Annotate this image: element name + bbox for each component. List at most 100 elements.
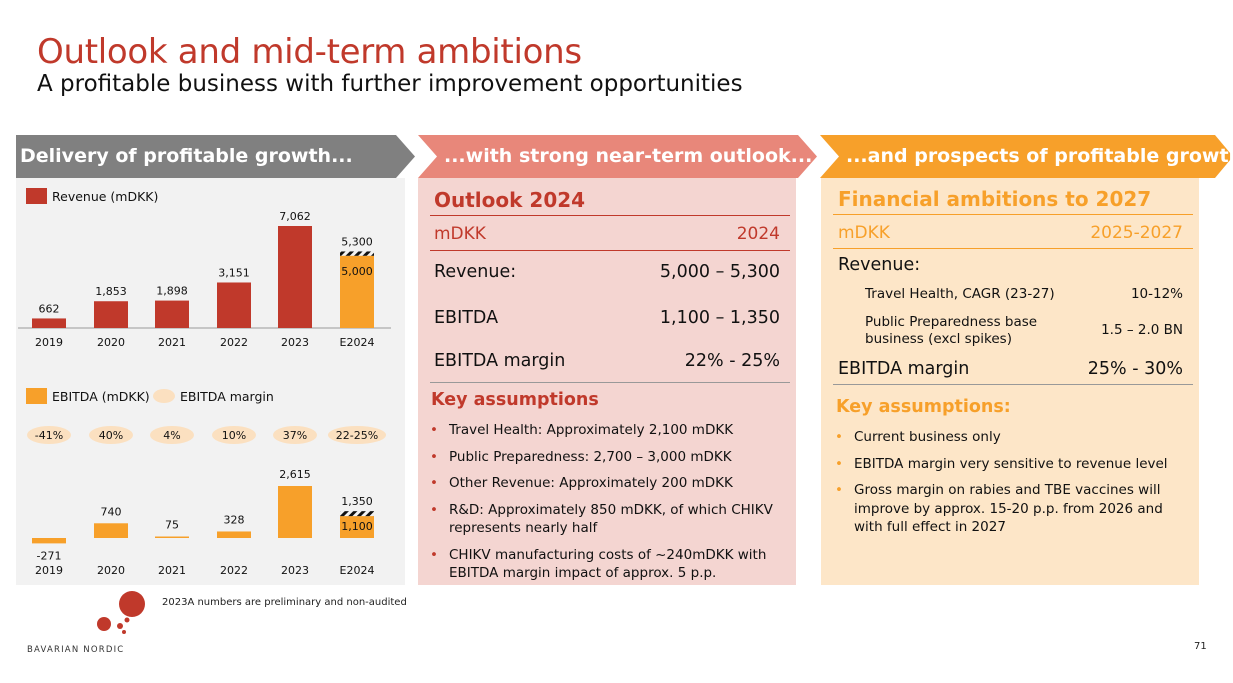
ebitda-range-hatch (340, 511, 374, 517)
ambitions-divider-top (833, 214, 1193, 215)
bullet-dot: • (835, 482, 843, 498)
revenue-tick-label: 2022 (220, 336, 248, 349)
outlook-divider-bottom (430, 382, 790, 383)
banner-outlook-shape (418, 135, 817, 178)
banner-prospects: ...and prospects of profitable growth (820, 135, 1233, 178)
bullet-dot: • (835, 455, 843, 472)
bullet-dot: • (430, 448, 438, 465)
page-number: 71 (1194, 641, 1207, 652)
page-subtitle: A profitable business with further impro… (37, 71, 743, 97)
revenue-bar (217, 282, 251, 328)
banner-prospects-shape (820, 135, 1233, 178)
outlook-assumption-text: Travel Health: Approximately 2,100 mDKK (449, 422, 734, 438)
outlook-col-label: mDKK (434, 224, 486, 244)
ambitions-col-label: mDKK (838, 223, 890, 243)
legend-revenue-label: Revenue (mDKK) (52, 189, 159, 204)
margin-oval (89, 426, 133, 444)
outlook-assumption-item: • Other Revenue: Approximately 200 mDKK (430, 474, 780, 493)
bullet-dot: • (430, 475, 438, 491)
outlook-assumption-item: • CHIKV manufacturing costs of ~240mDKK w… (430, 546, 780, 583)
panel-ambitions: Financial ambitions to 2027 mDKK 2025-20… (821, 178, 1199, 585)
outlook-revenue-label: Revenue: (434, 262, 517, 282)
ambitions-travel-label: Travel Health, CAGR (23-27) (865, 286, 1055, 302)
outlook-ebitda-label: EBITDA (434, 308, 499, 328)
revenue-tick-label: 2019 (35, 336, 63, 349)
company-logo-mark (97, 591, 145, 634)
ebitda-data-label: 2,615 (279, 468, 311, 481)
margin-oval (273, 426, 317, 444)
ambitions-assumptions-heading: Key assumptions: (836, 397, 1011, 417)
revenue-data-label: 1,853 (95, 285, 127, 298)
logo-dot-medium (97, 617, 111, 631)
revenue-data-label: 662 (39, 302, 60, 315)
ebitda-tick-label: 2020 (97, 564, 125, 577)
margin-oval (328, 426, 386, 444)
outlook-heading: Outlook 2024 (434, 188, 586, 212)
legend-ebitda-swatch (26, 388, 47, 404)
legend-margin-swatch (153, 389, 175, 403)
ebitda-tick-label: E2024 (340, 564, 375, 577)
outlook-assumption-item: • Travel Health: Approximately 2,100 mDKK (430, 421, 780, 440)
ebitda-bar (217, 531, 251, 538)
revenue-tick-label: 2023 (281, 336, 309, 349)
logo-dot-tiny (124, 617, 130, 623)
panel-delivery: Revenue (mDKK) EBITDA (mDKK) EBITDA marg… (16, 178, 405, 585)
revenue-tick-label: 2021 (158, 336, 186, 349)
ebitda-tick-label: 2023 (281, 564, 309, 577)
margin-oval (27, 426, 71, 444)
revenue-data-label: 7,062 (279, 210, 311, 223)
page-title: Outlook and mid-term ambitions (37, 32, 582, 72)
outlook-assumption-item: • Public Preparedness: 2,700 – 3,000 mDKK (430, 448, 780, 467)
ebitda-tick-label: 2022 (220, 564, 248, 577)
banner-outlook: ...with strong near-term outlook... (418, 135, 818, 178)
margin-label: -41% (35, 429, 63, 442)
ambitions-revenue-label: Revenue: (838, 255, 921, 275)
outlook-margin-label: EBITDA margin (434, 351, 566, 371)
margin-label: 40% (99, 429, 123, 442)
ebitda-bar (32, 538, 66, 544)
ambitions-public-label: Public Preparedness base business (excl … (865, 314, 1038, 347)
margin-label: 37% (283, 429, 307, 442)
banner-delivery: Delivery of profitable growth... (16, 135, 416, 178)
ambitions-assumption-text: Gross margin on rabies and TBE vaccines … (854, 482, 1163, 535)
ebitda-tick-label: 2019 (35, 564, 63, 577)
logo-dot-large (119, 591, 145, 617)
ambitions-public-value: 1.5 – 2.0 BN (1101, 322, 1183, 338)
ebitda-range-label: 1,350 (341, 495, 373, 508)
revenue-range-hatch (340, 251, 374, 256)
legend-margin-label: EBITDA margin (180, 389, 274, 404)
revenue-data-label: 5,000 (341, 265, 373, 278)
ambitions-heading: Financial ambitions to 2027 (838, 187, 1152, 211)
ambitions-divider-bottom (833, 384, 1193, 385)
outlook-assumption-text: Other Revenue: Approximately 200 mDKK (449, 475, 733, 491)
margin-oval (150, 426, 194, 444)
bullet-dot: • (430, 422, 438, 438)
margin-label: 10% (222, 429, 246, 442)
outlook-assumptions-heading: Key assumptions (431, 390, 599, 410)
logo-dot-small (117, 623, 123, 629)
ambitions-assumption-item: • Gross margin on rabies and TBE vaccines… (835, 481, 1180, 537)
margin-oval (212, 426, 256, 444)
ebitda-tick-label: 2021 (158, 564, 186, 577)
legend-revenue-swatch (26, 188, 47, 204)
outlook-margin-value: 22% - 25% (684, 351, 780, 371)
charts-svg: 2019 662 2020 1,853 2021 1,898 2022 3,151 2023 7,… (18, 210, 391, 577)
bullet-dot: • (835, 429, 843, 445)
ambitions-assumption-text: Current business only (854, 429, 1001, 445)
bullet-dot: • (430, 501, 438, 518)
outlook-revenue-value: 5,000 – 5,300 (659, 262, 780, 282)
ambitions-col-year: 2025-2027 (1090, 223, 1183, 243)
ambitions-assumptions-list: • Current business only • EBITDA margin ve… (835, 428, 1180, 537)
margin-label: 22-25% (336, 429, 378, 442)
outlook-assumption-text: Public Preparedness: 2,700 – 3,000 mDKK (449, 448, 732, 465)
ambitions-travel-value: 10-12% (1130, 286, 1183, 302)
panel-outlook: Outlook 2024 mDKK 2024 Revenue: 5,000 – … (418, 178, 796, 585)
revenue-data-label: 1,898 (156, 285, 188, 298)
ebitda-bar (340, 516, 374, 538)
revenue-bar (155, 300, 189, 328)
ebitda-bar (278, 486, 312, 538)
ebitda-bar (155, 536, 189, 538)
margin-label: 4% (163, 429, 180, 442)
ebitda-data-label: -271 (37, 549, 62, 562)
banner-prospects-label: ...and prospects of profitable growth (846, 145, 1233, 167)
